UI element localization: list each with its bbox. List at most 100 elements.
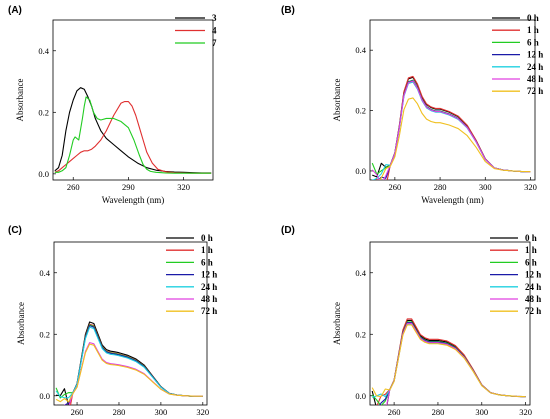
legend: 0 h 1 h 6 h 12 h 24 h 48 h 72 h xyxy=(166,233,217,316)
legend-label: 24 h xyxy=(201,282,217,292)
series-line-48h xyxy=(371,80,531,180)
legend-label: 72 h xyxy=(525,306,541,316)
y-axis-title: Absorbance xyxy=(16,302,26,345)
y-tick-label: 0.0 xyxy=(39,391,50,401)
panel-label: (D) xyxy=(281,225,295,236)
series-line-7 xyxy=(54,96,212,174)
legend-label: 6 h xyxy=(525,257,537,267)
plot-frame xyxy=(53,241,208,406)
x-tick-label: 260 xyxy=(67,182,80,192)
x-tick-label: 300 xyxy=(475,407,488,417)
legend-label: 24 h xyxy=(525,282,541,292)
series-line-6h xyxy=(371,79,531,175)
series-line-72h xyxy=(379,97,531,180)
x-tick-label: 280 xyxy=(434,182,447,192)
series-lines xyxy=(55,321,203,405)
series-line-6h xyxy=(55,324,203,399)
y-tick-label: 0.4 xyxy=(38,46,49,56)
legend: 3 4 7 xyxy=(175,13,217,48)
series-line-72h xyxy=(55,343,203,403)
panel-b: (B) 260 280 300 320 0.0 0.2 0.4 Wavelength (nm) A… xyxy=(281,5,543,205)
x-axis-title: Wavelength (nm) xyxy=(102,195,165,205)
x-tick-label: 300 xyxy=(479,182,492,192)
panel-label: (A) xyxy=(8,5,22,16)
x-axis-title: Wavelength (nm) xyxy=(421,195,484,205)
series-line-1h xyxy=(376,318,526,405)
x-tick-label: 320 xyxy=(177,182,190,192)
x-tick-label: 260 xyxy=(388,182,401,192)
legend-label: 7 xyxy=(212,38,217,48)
y-tick-label: 0.4 xyxy=(355,45,366,55)
x-tick-label: 280 xyxy=(113,407,126,417)
legend-label: 72 h xyxy=(201,306,217,316)
legend-label: 3 xyxy=(212,13,217,23)
series-lines xyxy=(54,87,212,174)
legend-label: 12 h xyxy=(527,50,543,60)
series-line-12h xyxy=(377,80,531,180)
series-line-4 xyxy=(54,100,212,174)
y-axis-title: Absorbance xyxy=(15,79,25,122)
x-tick-label: 280 xyxy=(432,407,445,417)
series-line-1h xyxy=(69,323,203,405)
y-tick-label: 0.2 xyxy=(355,329,366,339)
legend-label: 4 xyxy=(212,26,217,36)
legend-label: 0 h xyxy=(525,233,537,243)
y-tick-label: 0.4 xyxy=(39,268,50,278)
legend-label: 12 h xyxy=(201,270,217,280)
x-tick-label: 320 xyxy=(519,407,532,417)
legend-label: 1 h xyxy=(525,245,537,255)
legend-label: 1 h xyxy=(527,25,539,35)
legend-label: 48 h xyxy=(201,294,217,304)
y-tick-label: 0.0 xyxy=(355,391,366,401)
x-tick-label: 300 xyxy=(155,407,168,417)
series-line-0h xyxy=(371,319,526,405)
series-line-0h xyxy=(56,321,203,405)
panel-a: (A) 260 290 320 0.0 0.2 0.4 Wavelength (nm) Abso… xyxy=(8,5,217,205)
series-line-24h xyxy=(55,326,203,399)
series-lines xyxy=(371,75,531,180)
panel-label: (B) xyxy=(281,5,295,16)
legend: 0 h 1 h 6 h 12 h 24 h 48 h 72 h xyxy=(490,233,541,316)
y-tick-label: 0.4 xyxy=(355,268,366,278)
legend-label: 6 h xyxy=(527,37,539,47)
plot-frame xyxy=(52,19,214,181)
legend-label: 6 h xyxy=(201,257,213,267)
x-tick-label: 290 xyxy=(122,182,135,192)
x-tick-label: 320 xyxy=(196,407,209,417)
series-line-72h xyxy=(371,324,526,398)
plot-frame xyxy=(369,241,531,406)
legend-label: 48 h xyxy=(527,74,543,84)
legend-label: 48 h xyxy=(525,294,541,304)
y-tick-label: 0.2 xyxy=(38,107,49,117)
series-line-24h xyxy=(372,81,531,180)
series-lines xyxy=(371,318,526,405)
series-line-3 xyxy=(54,87,212,174)
y-tick-label: 0.0 xyxy=(38,169,49,179)
series-line-6h xyxy=(371,321,526,405)
legend-label: 72 h xyxy=(527,86,543,96)
series-line-24h xyxy=(372,323,526,398)
series-line-48h xyxy=(386,322,526,405)
y-tick-label: 0.0 xyxy=(355,166,366,176)
plot-frame xyxy=(369,19,536,181)
x-tick-label: 260 xyxy=(71,407,84,417)
x-tick-label: 320 xyxy=(524,182,537,192)
series-line-12h xyxy=(379,322,526,405)
y-axis-title: Absorbance xyxy=(332,302,342,345)
x-tick-label: 260 xyxy=(388,407,401,417)
legend: 0 h 1 h 6 h 12 h 24 h 48 h 72 h xyxy=(492,13,543,96)
legend-label: 12 h xyxy=(525,270,541,280)
y-axis-title: Absorbance xyxy=(332,79,342,122)
legend-label: 24 h xyxy=(527,62,543,72)
legend-label: 0 h xyxy=(201,233,213,243)
legend-label: 0 h xyxy=(527,13,539,23)
series-line-0h xyxy=(372,76,531,178)
y-tick-label: 0.2 xyxy=(39,329,50,339)
legend-label: 1 h xyxy=(201,245,213,255)
series-line-1h xyxy=(375,75,531,180)
y-tick-label: 0.2 xyxy=(355,106,366,116)
panel-label: (C) xyxy=(8,225,22,236)
